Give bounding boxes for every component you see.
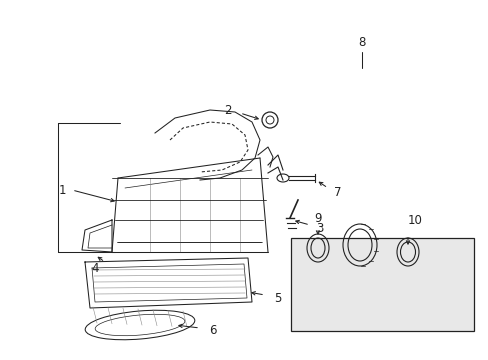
Text: 2: 2 (224, 104, 231, 117)
Text: 4: 4 (91, 261, 99, 274)
Text: 7: 7 (334, 185, 341, 198)
FancyBboxPatch shape (290, 238, 473, 331)
Text: 8: 8 (358, 36, 365, 49)
Text: 3: 3 (316, 221, 323, 234)
Text: 10: 10 (407, 213, 422, 226)
Text: 6: 6 (209, 324, 216, 337)
Text: 9: 9 (314, 212, 321, 225)
Text: 1: 1 (58, 184, 65, 197)
Text: 5: 5 (274, 292, 281, 305)
